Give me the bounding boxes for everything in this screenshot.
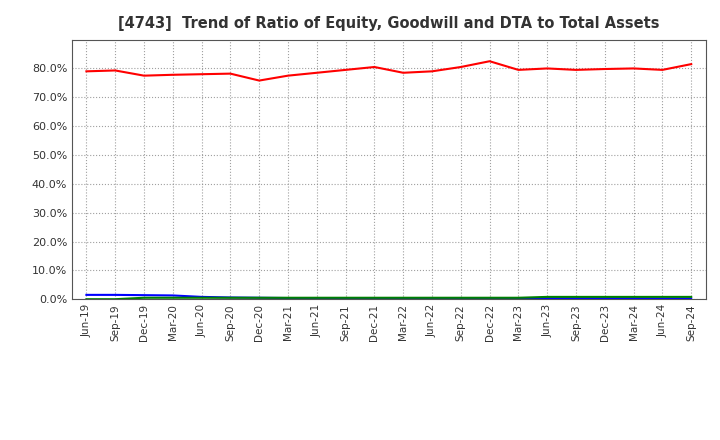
Goodwill — [341, 296, 350, 301]
Equity — [82, 69, 91, 74]
Equity — [312, 70, 321, 75]
Equity — [485, 59, 494, 64]
Deferred Tax Assets — [629, 294, 638, 300]
Deferred Tax Assets — [140, 295, 148, 301]
Deferred Tax Assets — [111, 297, 120, 302]
Deferred Tax Assets — [514, 295, 523, 301]
Equity — [197, 72, 206, 77]
Equity — [284, 73, 292, 78]
Goodwill — [255, 295, 264, 301]
Equity — [456, 64, 465, 70]
Deferred Tax Assets — [226, 295, 235, 301]
Equity — [687, 62, 696, 67]
Line: Deferred Tax Assets: Deferred Tax Assets — [86, 297, 691, 299]
Goodwill — [572, 296, 580, 301]
Goodwill — [600, 296, 609, 301]
Deferred Tax Assets — [543, 294, 552, 300]
Goodwill — [687, 296, 696, 301]
Goodwill — [514, 296, 523, 301]
Deferred Tax Assets — [284, 295, 292, 301]
Goodwill — [428, 296, 436, 301]
Equity — [428, 69, 436, 74]
Equity — [600, 66, 609, 72]
Deferred Tax Assets — [687, 294, 696, 300]
Goodwill — [82, 292, 91, 297]
Deferred Tax Assets — [428, 295, 436, 301]
Deferred Tax Assets — [600, 294, 609, 300]
Deferred Tax Assets — [255, 295, 264, 301]
Line: Goodwill: Goodwill — [86, 295, 691, 299]
Deferred Tax Assets — [399, 295, 408, 301]
Equity — [370, 64, 379, 70]
Goodwill — [226, 295, 235, 300]
Goodwill — [168, 293, 177, 298]
Equity — [572, 67, 580, 73]
Goodwill — [370, 296, 379, 301]
Equity — [255, 78, 264, 83]
Deferred Tax Assets — [370, 295, 379, 301]
Goodwill — [111, 292, 120, 297]
Equity — [226, 71, 235, 76]
Equity — [658, 67, 667, 73]
Deferred Tax Assets — [572, 294, 580, 300]
Deferred Tax Assets — [312, 295, 321, 301]
Goodwill — [456, 296, 465, 301]
Deferred Tax Assets — [168, 295, 177, 301]
Deferred Tax Assets — [341, 295, 350, 301]
Equity — [399, 70, 408, 75]
Equity — [140, 73, 148, 78]
Equity — [168, 72, 177, 77]
Equity — [543, 66, 552, 71]
Deferred Tax Assets — [658, 294, 667, 300]
Goodwill — [399, 296, 408, 301]
Deferred Tax Assets — [197, 295, 206, 301]
Title: [4743]  Trend of Ratio of Equity, Goodwill and DTA to Total Assets: [4743] Trend of Ratio of Equity, Goodwil… — [118, 16, 660, 32]
Deferred Tax Assets — [485, 295, 494, 301]
Goodwill — [543, 296, 552, 301]
Equity — [341, 67, 350, 73]
Goodwill — [485, 296, 494, 301]
Deferred Tax Assets — [456, 295, 465, 301]
Goodwill — [312, 296, 321, 301]
Goodwill — [629, 296, 638, 301]
Equity — [629, 66, 638, 71]
Goodwill — [197, 294, 206, 300]
Deferred Tax Assets — [82, 297, 91, 302]
Goodwill — [284, 295, 292, 301]
Goodwill — [140, 293, 148, 298]
Line: Equity: Equity — [86, 61, 691, 81]
Goodwill — [658, 296, 667, 301]
Equity — [111, 68, 120, 73]
Equity — [514, 67, 523, 73]
